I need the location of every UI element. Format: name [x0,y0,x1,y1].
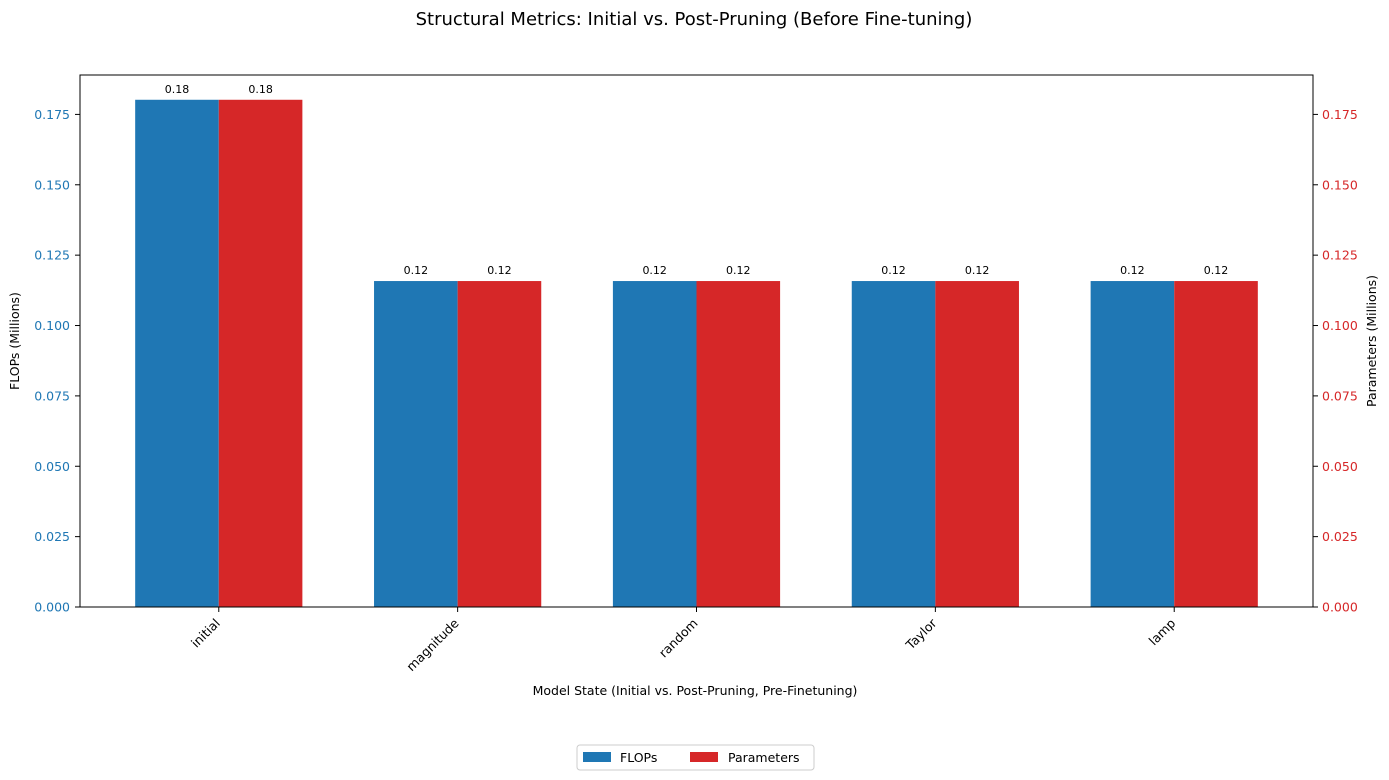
right-y-tick-label: 0.000 [1322,600,1358,615]
x-tick-label: initial [188,616,223,651]
left-y-tick-label: 0.000 [34,600,70,615]
bar-flops-random [612,281,697,607]
bar-flops-initial [135,99,219,607]
data-label: 0.18 [165,83,190,96]
legend-swatch-parameters [690,752,718,762]
bars-layer [135,99,1258,607]
right-y-tick-label: 0.075 [1322,388,1358,403]
x-tick-label: Taylor [902,615,940,653]
right-y-axis-label: Parameters (Millions) [1364,275,1379,407]
bar-parameters-taylor [935,281,1019,607]
right-y-tick-label: 0.025 [1322,529,1358,544]
data-label: 0.12 [1204,264,1229,277]
left-y-tick-label: 0.150 [34,177,70,192]
bar-parameters-magnitude [457,281,542,607]
x-axis-label: Model State (Initial vs. Post-Pruning, P… [533,683,858,698]
bar-flops-taylor [851,281,936,607]
left-y-tick-label: 0.100 [34,318,70,333]
x-tick-label: magnitude [403,615,462,674]
chart-title: Structural Metrics: Initial vs. Post-Pru… [416,9,973,30]
right-y-tick-label: 0.150 [1322,177,1358,192]
legend: FLOPs Parameters [576,744,815,771]
right-y-tick-label: 0.175 [1322,107,1358,122]
left-y-axis: 0.000 0.025 0.050 0.075 0.100 0.125 0.150 0.175 [34,107,80,615]
data-label: 0.12 [965,264,990,277]
right-y-tick-label: 0.100 [1322,318,1358,333]
bar-flops-lamp [1090,281,1175,607]
data-label: 0.12 [487,264,512,277]
data-label: 0.12 [1120,264,1145,277]
data-label: 0.12 [881,264,906,277]
left-y-tick-label: 0.050 [34,459,70,474]
data-label: 0.12 [726,264,751,277]
left-y-tick-label: 0.175 [34,107,70,122]
legend-label-flops: FLOPs [620,750,657,765]
data-label: 0.12 [642,264,667,277]
data-label: 0.12 [404,264,429,277]
bar-parameters-lamp [1174,281,1258,607]
left-y-tick-label: 0.075 [34,388,70,403]
x-tick-label: random [656,616,701,661]
right-y-tick-label: 0.125 [1322,248,1358,263]
left-y-tick-label: 0.125 [34,248,70,263]
bar-parameters-random [696,281,781,607]
legend-label-parameters: Parameters [728,750,800,765]
right-y-tick-label: 0.050 [1322,459,1358,474]
bar-parameters-initial [218,99,303,607]
right-y-axis: 0.000 0.025 0.050 0.075 0.100 0.125 0.150 0.175 [1313,107,1358,615]
data-labels-layer: 0.18 0.18 0.12 0.12 0.12 0.12 0.12 0.12 0.12 0.12 [165,83,1229,277]
bar-flops-magnitude [374,281,458,607]
x-tick-label: lamp [1146,615,1179,648]
left-y-axis-label: FLOPs (Millions) [7,292,22,390]
x-axis: initial magnitude random Taylor lamp [188,607,1178,674]
left-y-tick-label: 0.025 [34,529,70,544]
data-label: 0.18 [248,83,273,96]
legend-swatch-flops [583,752,611,762]
